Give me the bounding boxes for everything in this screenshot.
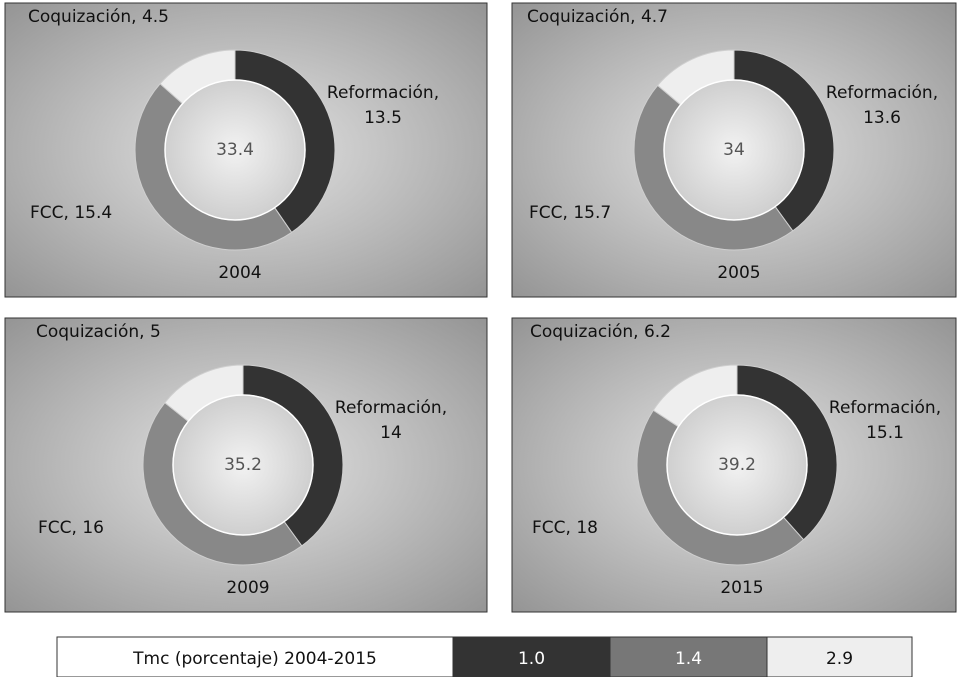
data-label: Coquización, 4.5: [28, 7, 169, 27]
data-label: Coquización, 6.2: [530, 322, 671, 342]
data-label: Reformación, 14: [335, 398, 447, 443]
chart-title: 2009: [226, 578, 269, 598]
data-label: Reformación, 15.1: [829, 398, 941, 443]
donut-hole: [666, 394, 808, 536]
table-cell: [609, 636, 768, 677]
donut-total: 35.2: [224, 455, 262, 475]
data-label-line: Reformación,: [327, 83, 439, 103]
donut-total: 39.2: [718, 455, 756, 475]
table-label-cell: [56, 636, 454, 677]
data-label: FCC, 18: [532, 518, 598, 538]
donut-hole: [164, 79, 306, 221]
donut-hole: [663, 79, 805, 221]
table-cell-label: 1.0: [518, 649, 545, 669]
donut-total: 34: [723, 140, 745, 160]
data-label: Reformación, 13.6: [826, 83, 938, 128]
data-label: Coquización, 5: [36, 322, 161, 342]
data-label-line: 13.5: [364, 108, 402, 128]
donut-total: 33.4: [216, 140, 254, 160]
donut-hole: [172, 394, 314, 536]
data-label-line: 15.1: [866, 423, 904, 443]
data-label-line: 14: [380, 423, 402, 443]
data-label: Coquización, 4.7: [527, 7, 668, 27]
table-label: Tmc (porcentaje) 2004-2015: [132, 649, 377, 669]
chart-title: 2015: [720, 578, 763, 598]
table-cell: [766, 636, 913, 677]
chart-title: 2005: [717, 263, 760, 283]
table-cell-label: 2.9: [826, 649, 853, 669]
table-cell-label: 1.4: [675, 649, 702, 669]
data-label-line: Reformación,: [829, 398, 941, 418]
data-label: Reformación, 13.5: [327, 83, 439, 128]
data-label-line: Reformación,: [335, 398, 447, 418]
data-label-line: Reformación,: [826, 83, 938, 103]
chart-title: 2004: [218, 263, 261, 283]
data-label: FCC, 16: [38, 518, 104, 538]
data-label: FCC, 15.7: [529, 203, 611, 223]
data-label: FCC, 15.4: [30, 203, 112, 223]
data-label-line: 13.6: [863, 108, 901, 128]
